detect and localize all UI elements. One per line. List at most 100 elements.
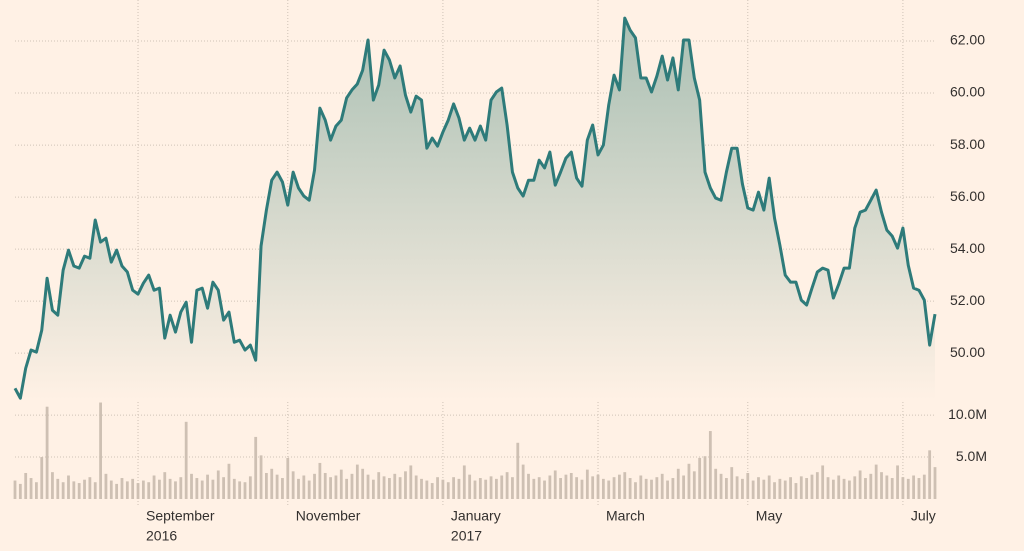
x-tick-label: March (606, 508, 645, 524)
volume-bar (799, 476, 803, 499)
volume-bar (569, 472, 573, 499)
volume-bar (901, 477, 905, 499)
volume-bar (227, 463, 231, 499)
volume-bar (232, 478, 236, 499)
volume-bar (815, 472, 819, 499)
y2-tick-label: 10.0M (948, 406, 987, 422)
volume-bar (607, 480, 611, 499)
volume-bar (371, 479, 375, 499)
volume-bar (692, 471, 696, 499)
volume-bar (254, 436, 258, 499)
volume-bar (869, 473, 873, 499)
volume-bar (484, 479, 488, 499)
volume-bar (40, 457, 44, 499)
volume-bar (136, 483, 140, 499)
volume-bar (334, 475, 338, 499)
volume-bar (147, 482, 151, 499)
volume-bar (703, 456, 707, 499)
volume-bar (735, 476, 739, 499)
x-tick-label: November (296, 508, 361, 524)
volume-bar (618, 474, 621, 499)
volume-bar (682, 475, 686, 499)
volume-bar (457, 478, 461, 499)
volume-bar (72, 481, 76, 499)
volume-bar (77, 483, 81, 499)
volume-bar (639, 475, 643, 499)
volume-bar (190, 473, 193, 499)
volume-bar (585, 469, 589, 499)
volume-bar (441, 479, 445, 499)
volume-bar (302, 475, 306, 499)
volume-bar (211, 479, 215, 499)
volume-bar (912, 475, 916, 499)
volume-bar (730, 467, 734, 499)
volume-bar (575, 477, 579, 499)
volume-bar (724, 478, 728, 499)
x-tick-label: January (451, 508, 501, 524)
volume-bar (179, 477, 183, 499)
volume-bar (767, 475, 771, 499)
volume-bar (414, 475, 418, 499)
y-tick-label: 50.00 (950, 344, 985, 360)
volume-bar (51, 472, 54, 499)
volume-bar (505, 472, 509, 499)
x-tick-label: September (146, 508, 215, 524)
volume-bar (676, 468, 680, 499)
volume-bar (874, 464, 878, 499)
price-line (13, 16, 937, 400)
volume-bar (446, 482, 450, 499)
volume-bar (719, 473, 723, 499)
volume-bar (564, 474, 568, 499)
volume-bar (650, 479, 653, 499)
volume-bar (698, 457, 702, 499)
volume-bar (56, 478, 60, 499)
volume-bar (313, 473, 316, 499)
volume-bar (741, 478, 744, 499)
volume-bar (131, 478, 135, 499)
volume-bar (489, 476, 493, 499)
volume-bar (184, 421, 188, 499)
area-fill (15, 18, 935, 401)
volume-bar (452, 477, 456, 499)
volume-bar (45, 406, 49, 499)
volume-bar (297, 478, 300, 499)
volume-bar (543, 480, 546, 499)
volume-bar (559, 478, 562, 499)
volume-bar (168, 478, 172, 499)
volume-bar (778, 478, 782, 499)
volume-bar (773, 482, 776, 499)
volume-bar (281, 478, 284, 499)
volume-bar (99, 402, 102, 499)
volume-bar (238, 481, 242, 499)
volume-bar (527, 473, 530, 499)
volume-bar (329, 477, 332, 499)
volume-bar (462, 465, 466, 499)
volume-bar (864, 478, 867, 499)
volume-bar (174, 481, 177, 499)
volume-bar (660, 473, 664, 499)
volume-bar (473, 480, 477, 499)
volume-bar (746, 472, 750, 499)
x-tick-label: July (911, 508, 936, 524)
volume-bar (307, 480, 311, 499)
volume-bar (580, 479, 584, 499)
volume-bar (890, 478, 894, 499)
volume-bar (922, 474, 926, 499)
y-tick-label: 58.00 (950, 136, 985, 152)
volume-bar (634, 482, 637, 499)
volume-bar (398, 477, 402, 499)
volume-bar (18, 483, 22, 499)
volume-bar (88, 477, 92, 499)
volume-bar (350, 473, 354, 499)
volume-bar (404, 471, 407, 499)
volume-bar (666, 480, 669, 499)
volume-bar (644, 478, 648, 499)
volume-bar (880, 472, 883, 499)
volume-bar (275, 474, 279, 499)
volume-bar (264, 472, 268, 499)
volume-bar (152, 475, 156, 499)
volume-bar (751, 480, 755, 499)
volume-bar (906, 478, 910, 499)
